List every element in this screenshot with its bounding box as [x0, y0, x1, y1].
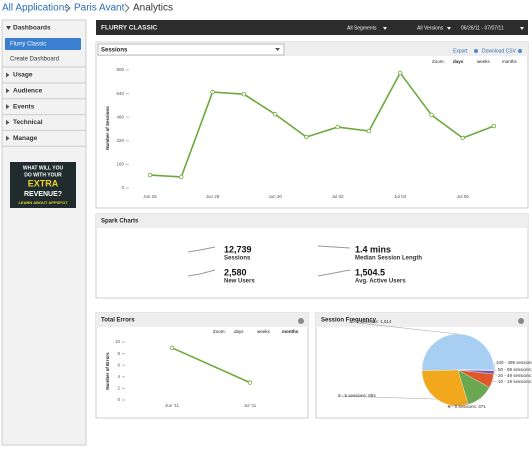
spark-value: 2,580: [224, 267, 247, 277]
sidebar-section[interactable]: Audience: [13, 88, 43, 95]
y-tick-label: 320: [116, 138, 124, 143]
spark-value: 1,504.5: [355, 267, 385, 277]
panel-icon[interactable]: [518, 318, 524, 324]
dashboard-title: FLURRY CLASSIC: [101, 25, 158, 32]
slice-label: 6 - 9 sessions: 371: [448, 404, 486, 409]
chevron: [125, 4, 129, 12]
spark-value: 1.4 mins: [355, 244, 391, 254]
y-tick-label: 10: [115, 339, 121, 344]
spark-label: Avg. Active Users: [355, 279, 406, 285]
zoom-label: Zoom:: [432, 59, 445, 64]
data-point: [305, 135, 309, 139]
y-axis-label: Number of Errors: [105, 352, 110, 390]
x-tick-label: Jun 26: [143, 194, 157, 199]
slice-label: 50 - 99 sessions: 5: [498, 367, 532, 372]
sidebar-section[interactable]: Usage: [13, 72, 33, 79]
panel-icon[interactable]: [298, 318, 304, 324]
sidebar-section[interactable]: Manage: [13, 135, 38, 142]
ad-text: REVENUE?: [24, 191, 62, 198]
x-tick-label: Jul 06: [457, 194, 470, 199]
x-tick-label: Jul 02: [332, 194, 345, 199]
data-point: [148, 173, 152, 177]
data-point: [367, 129, 371, 133]
x-tick-label: Jul '11: [244, 403, 257, 408]
sessions-panel: [96, 42, 528, 208]
zoom-option[interactable]: days: [453, 59, 464, 64]
sidebar-item[interactable]: Flurry Classic: [10, 42, 46, 48]
zoom-option[interactable]: weeks: [257, 329, 271, 334]
ad-text: EXTRA: [28, 178, 59, 188]
y-tick-label: 640: [116, 91, 124, 96]
help-icon: [518, 49, 522, 53]
data-point: [461, 136, 465, 140]
breadcrumb-link[interactable]: All Applications: [2, 3, 69, 14]
slice-label: 1 - 2 sessions: 1,514: [350, 319, 392, 324]
segment-select[interactable]: All Segments: [347, 25, 377, 31]
data-point: [248, 381, 252, 385]
data-point: [179, 175, 183, 179]
zoom-option[interactable]: months: [502, 59, 518, 64]
zoom-label: Zoom:: [213, 329, 226, 334]
ad-text: WHAT WILL YOU: [23, 165, 64, 171]
y-tick-label: 480: [116, 114, 124, 119]
data-point: [398, 71, 402, 75]
slice-label: 100 - 499 sessions: 3: [496, 360, 532, 365]
y-tick-label: 160: [116, 162, 124, 167]
zoom-option[interactable]: days: [234, 329, 244, 334]
slice-label: 3 - 5 sessions: 884: [338, 393, 376, 398]
breadcrumb-link[interactable]: Paris Avant: [74, 3, 125, 14]
y-tick-label: 800: [116, 67, 124, 72]
panel-title: Spark Charts: [101, 219, 139, 225]
data-point: [242, 92, 246, 96]
data-point: [336, 125, 340, 129]
date-select[interactable]: 06/26/11 - 07/07/11: [461, 25, 504, 31]
data-point: [492, 124, 496, 128]
spark-value: 12,739: [224, 244, 252, 254]
data-point: [273, 112, 277, 116]
data-point: [430, 113, 434, 117]
slice-label: 20 - 49 sessions: 47: [498, 373, 532, 378]
panel-title: Sessions: [101, 48, 128, 54]
spark-label: Sessions: [224, 256, 251, 262]
y-axis-label: Number of Sessions: [105, 106, 110, 150]
export-link[interactable]: Export: [453, 48, 468, 54]
spark-label: New Users: [224, 279, 255, 285]
download-link[interactable]: Download CSV: [482, 48, 517, 54]
ad-text: LEARN ABOUT APPSPOT: [18, 200, 68, 205]
sidebar-item[interactable]: Create Dashboard: [10, 57, 59, 63]
zoom-option[interactable]: weeks: [477, 59, 491, 64]
sidebar-section[interactable]: Events: [13, 103, 35, 110]
zoom-option[interactable]: months: [282, 329, 299, 334]
x-tick-label: Jun '11: [165, 403, 180, 408]
x-tick-label: Jun 30: [268, 194, 282, 199]
data-point: [211, 90, 215, 94]
sidebar-header[interactable]: Dashboards: [13, 25, 51, 32]
spark-label: Median Session Length: [355, 256, 422, 262]
frequency-panel: [316, 313, 528, 418]
x-tick-label: Jul 04: [394, 194, 407, 199]
panel-title: Total Errors: [101, 318, 135, 324]
x-tick-label: Jun 28: [206, 194, 220, 199]
help-icon: [474, 49, 478, 53]
breadcrumb-current: Analytics: [133, 3, 173, 14]
data-point: [170, 346, 174, 350]
slice-label: 10 - 19 sessions: 187: [498, 379, 532, 384]
sidebar: [2, 20, 86, 445]
sidebar-section[interactable]: Technical: [13, 119, 43, 126]
version-select[interactable]: All Versions: [417, 25, 444, 31]
panel-header: [96, 214, 528, 228]
errors-panel: [96, 313, 308, 418]
